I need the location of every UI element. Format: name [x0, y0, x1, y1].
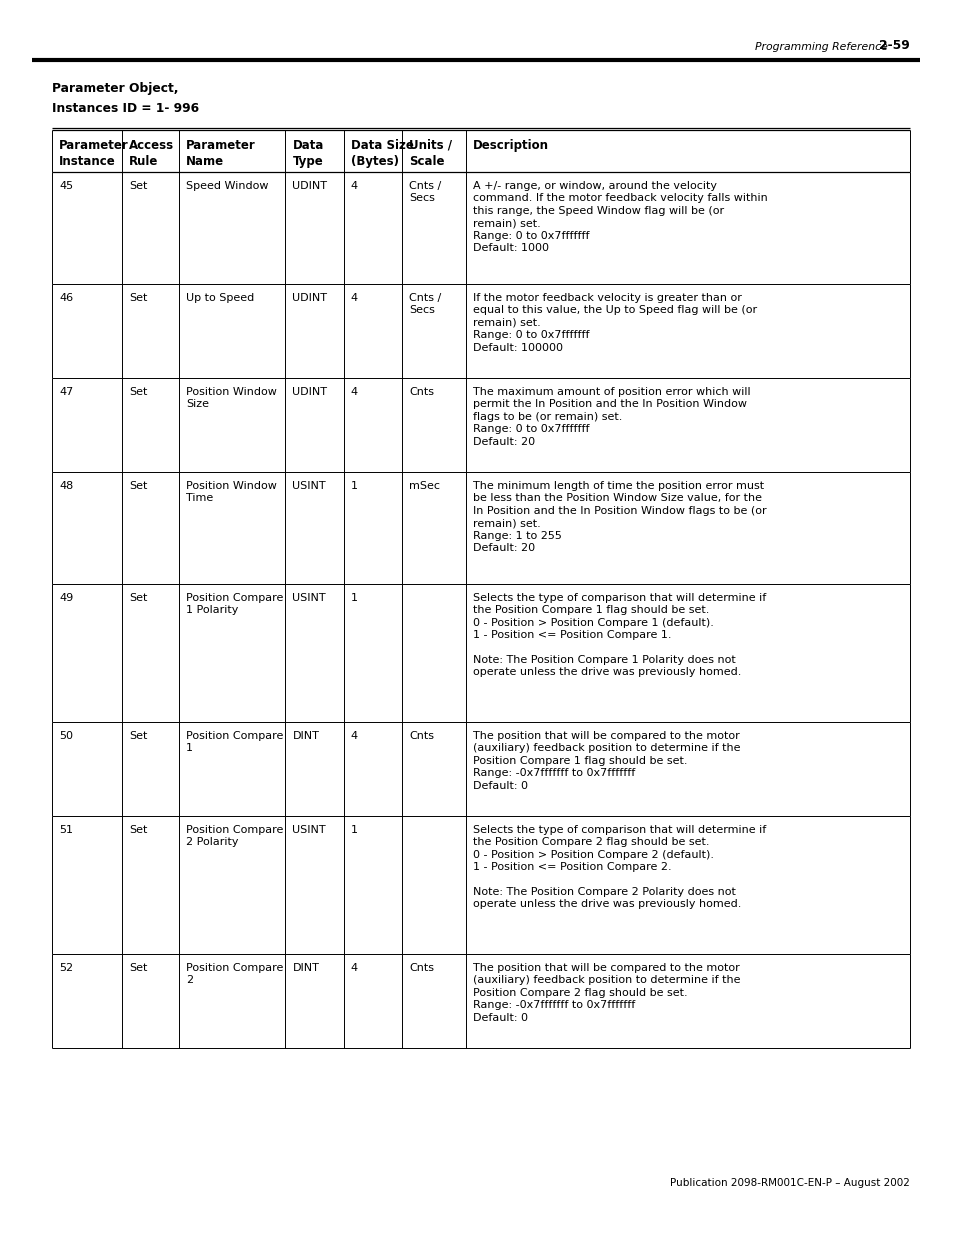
Text: Set: Set — [130, 293, 148, 303]
Text: 48: 48 — [59, 480, 73, 492]
Text: Data Size
(Bytes): Data Size (Bytes) — [351, 140, 414, 168]
Text: Units /
Scale: Units / Scale — [409, 140, 452, 168]
Text: mSec: mSec — [409, 480, 439, 492]
Text: Position Compare
1: Position Compare 1 — [186, 731, 283, 753]
Text: 4: 4 — [351, 731, 357, 741]
Text: Publication 2098-RM001C-EN-P – August 2002: Publication 2098-RM001C-EN-P – August 20… — [669, 1178, 909, 1188]
Text: Up to Speed: Up to Speed — [186, 293, 253, 303]
Text: Position Compare
2 Polarity: Position Compare 2 Polarity — [186, 825, 283, 847]
Text: 4: 4 — [351, 387, 357, 396]
Text: Selects the type of comparison that will determine if
the Position Compare 1 fla: Selects the type of comparison that will… — [472, 593, 765, 678]
Text: UDINT: UDINT — [292, 293, 327, 303]
Text: 4: 4 — [351, 293, 357, 303]
Text: 1: 1 — [351, 593, 357, 603]
Text: 47: 47 — [59, 387, 73, 396]
Text: A +/- range, or window, around the velocity
command. If the motor feedback veloc: A +/- range, or window, around the veloc… — [472, 182, 766, 253]
Text: The minimum length of time the position error must
be less than the Position Win: The minimum length of time the position … — [472, 480, 765, 553]
Text: Set: Set — [130, 182, 148, 191]
Text: 1: 1 — [351, 825, 357, 835]
Text: Access
Rule: Access Rule — [130, 140, 174, 168]
Text: Instances ID = 1- 996: Instances ID = 1- 996 — [52, 103, 199, 115]
Text: 4: 4 — [351, 182, 357, 191]
Text: USINT: USINT — [292, 825, 326, 835]
Text: 46: 46 — [59, 293, 73, 303]
Text: Cnts /
Secs: Cnts / Secs — [409, 293, 441, 315]
Text: Set: Set — [130, 731, 148, 741]
Text: Description: Description — [472, 140, 548, 152]
Text: 50: 50 — [59, 731, 73, 741]
Text: Parameter
Name: Parameter Name — [186, 140, 255, 168]
Text: The maximum amount of position error which will
permit the In Position and the I: The maximum amount of position error whi… — [472, 387, 749, 447]
Text: Set: Set — [130, 480, 148, 492]
Text: 45: 45 — [59, 182, 73, 191]
Text: UDINT: UDINT — [292, 387, 327, 396]
Text: The position that will be compared to the motor
(auxiliary) feedback position to: The position that will be compared to th… — [472, 731, 740, 790]
Text: DINT: DINT — [292, 731, 319, 741]
Text: Selects the type of comparison that will determine if
the Position Compare 2 fla: Selects the type of comparison that will… — [472, 825, 765, 909]
Text: Set: Set — [130, 963, 148, 973]
Text: Parameter Object,: Parameter Object, — [52, 82, 178, 95]
Text: Set: Set — [130, 825, 148, 835]
Text: Programming Reference: Programming Reference — [755, 42, 887, 52]
Text: Cnts /
Secs: Cnts / Secs — [409, 182, 441, 204]
Text: Cnts: Cnts — [409, 731, 434, 741]
Text: Position Window
Size: Position Window Size — [186, 387, 276, 409]
Text: USINT: USINT — [292, 593, 326, 603]
Text: DINT: DINT — [292, 963, 319, 973]
Text: Cnts: Cnts — [409, 963, 434, 973]
Text: 51: 51 — [59, 825, 73, 835]
Text: UDINT: UDINT — [292, 182, 327, 191]
Text: 2-59: 2-59 — [879, 40, 909, 52]
Text: 49: 49 — [59, 593, 73, 603]
Text: Speed Window: Speed Window — [186, 182, 268, 191]
Text: Cnts: Cnts — [409, 387, 434, 396]
Text: 4: 4 — [351, 963, 357, 973]
Text: Data
Type: Data Type — [292, 140, 323, 168]
Text: The position that will be compared to the motor
(auxiliary) feedback position to: The position that will be compared to th… — [472, 963, 740, 1023]
Text: Position Window
Time: Position Window Time — [186, 480, 276, 504]
Text: If the motor feedback velocity is greater than or
equal to this value, the Up to: If the motor feedback velocity is greate… — [472, 293, 756, 353]
Text: 1: 1 — [351, 480, 357, 492]
Text: Position Compare
1 Polarity: Position Compare 1 Polarity — [186, 593, 283, 615]
Text: USINT: USINT — [292, 480, 326, 492]
Text: Set: Set — [130, 387, 148, 396]
Text: Set: Set — [130, 593, 148, 603]
Text: 52: 52 — [59, 963, 73, 973]
Text: Position Compare
2: Position Compare 2 — [186, 963, 283, 986]
Text: Parameter
Instance: Parameter Instance — [59, 140, 129, 168]
